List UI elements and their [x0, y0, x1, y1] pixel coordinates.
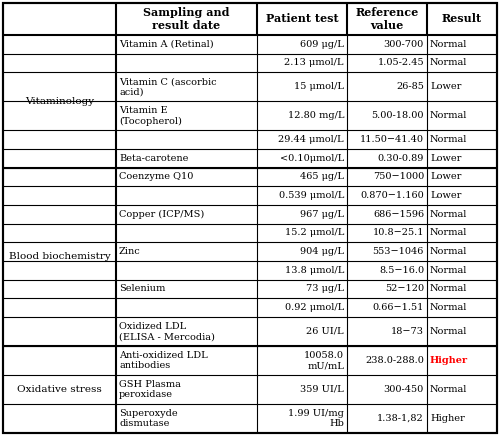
Text: 0.870−1.160: 0.870−1.160 — [360, 191, 424, 200]
Text: Normal: Normal — [430, 284, 468, 293]
Text: 904 μg/L: 904 μg/L — [300, 247, 344, 256]
Text: Normal: Normal — [430, 385, 468, 394]
Bar — [3, 3, 497, 35]
Text: 11.50−41.40: 11.50−41.40 — [360, 135, 424, 144]
Text: Lower: Lower — [430, 191, 462, 200]
Text: Higher: Higher — [430, 356, 468, 365]
Text: 967 μg/L: 967 μg/L — [300, 210, 344, 219]
Text: Normal: Normal — [430, 135, 468, 144]
Text: Vitaminology: Vitaminology — [25, 97, 94, 106]
Text: 553−1046: 553−1046 — [372, 247, 424, 256]
Text: 52−120: 52−120 — [385, 284, 424, 293]
Text: 0.539 μmol/L: 0.539 μmol/L — [278, 191, 344, 200]
Text: 238.0-288.0: 238.0-288.0 — [365, 356, 424, 365]
Text: Patient test: Patient test — [266, 14, 338, 24]
Text: 0.30-0.89: 0.30-0.89 — [378, 154, 424, 163]
Text: 1.38-1,82: 1.38-1,82 — [378, 414, 424, 423]
Text: Anti-oxidized LDL
antibodies: Anti-oxidized LDL antibodies — [119, 351, 208, 370]
Text: Higher: Higher — [430, 414, 465, 423]
Text: 5.00-18.00: 5.00-18.00 — [372, 111, 424, 120]
Text: <0.10μmol/L: <0.10μmol/L — [280, 154, 344, 163]
Text: 750−1000: 750−1000 — [373, 173, 424, 181]
Text: Copper (ICP/MS): Copper (ICP/MS) — [119, 210, 204, 219]
Text: 12.80 mg/L: 12.80 mg/L — [288, 111, 344, 120]
Text: Beta-carotene: Beta-carotene — [119, 154, 188, 163]
Text: Normal: Normal — [430, 210, 468, 219]
Text: 26 UI/L: 26 UI/L — [306, 327, 344, 336]
Text: Normal: Normal — [430, 228, 468, 238]
Text: 0.66−1.51: 0.66−1.51 — [372, 303, 424, 312]
Text: Zinc: Zinc — [119, 247, 141, 256]
Text: Coenzyme Q10: Coenzyme Q10 — [119, 173, 194, 181]
Text: Blood biochemistry: Blood biochemistry — [8, 252, 111, 261]
Text: Vitamin A (Retinal): Vitamin A (Retinal) — [119, 40, 214, 49]
Text: Normal: Normal — [430, 303, 468, 312]
Text: 18−73: 18−73 — [391, 327, 424, 336]
Text: 300-450: 300-450 — [384, 385, 424, 394]
Text: Oxidized LDL
(ELISA - Mercodia): Oxidized LDL (ELISA - Mercodia) — [119, 322, 215, 341]
Text: 29.44 μmol/L: 29.44 μmol/L — [278, 135, 344, 144]
Text: 300-700: 300-700 — [384, 40, 424, 49]
Text: Normal: Normal — [430, 327, 468, 336]
Text: 1.05-2.45: 1.05-2.45 — [378, 58, 424, 68]
Text: 15.2 μmol/L: 15.2 μmol/L — [284, 228, 344, 238]
Text: Result: Result — [442, 14, 482, 24]
Text: 609 μg/L: 609 μg/L — [300, 40, 344, 49]
Text: 15 μmol/L: 15 μmol/L — [294, 82, 344, 91]
Text: Selenium: Selenium — [119, 284, 166, 293]
Text: 8.5−16.0: 8.5−16.0 — [379, 266, 424, 275]
Text: Lower: Lower — [430, 82, 462, 91]
Text: 1.99 UI/mg
Hb: 1.99 UI/mg Hb — [288, 409, 344, 428]
Text: Sampling and
result date: Sampling and result date — [144, 7, 230, 31]
Text: 73 μg/L: 73 μg/L — [306, 284, 344, 293]
Text: 359 UI/L: 359 UI/L — [300, 385, 344, 394]
Text: Superoxyde
dismutase: Superoxyde dismutase — [119, 409, 178, 428]
Text: Normal: Normal — [430, 247, 468, 256]
Text: Normal: Normal — [430, 111, 468, 120]
Text: Lower: Lower — [430, 173, 462, 181]
Text: 0.92 μmol/L: 0.92 μmol/L — [285, 303, 344, 312]
Text: 26-85: 26-85 — [396, 82, 424, 91]
Text: Vitamin C (ascorbic
acid): Vitamin C (ascorbic acid) — [119, 77, 216, 96]
Text: 465 μg/L: 465 μg/L — [300, 173, 344, 181]
Text: 10058.0
mU/mL: 10058.0 mU/mL — [304, 351, 344, 370]
Text: 10.8−25.1: 10.8−25.1 — [372, 228, 424, 238]
Text: Lower: Lower — [430, 154, 462, 163]
Text: Reference
value: Reference value — [356, 7, 418, 31]
Text: Normal: Normal — [430, 266, 468, 275]
Text: Vitamin E
(Tocopherol): Vitamin E (Tocopherol) — [119, 106, 182, 126]
Text: GSH Plasma
peroxidase: GSH Plasma peroxidase — [119, 380, 181, 399]
Text: Normal: Normal — [430, 40, 468, 49]
Text: 686−1596: 686−1596 — [373, 210, 424, 219]
Text: Oxidative stress: Oxidative stress — [17, 385, 102, 394]
Text: Normal: Normal — [430, 58, 468, 68]
Text: 13.8 μmol/L: 13.8 μmol/L — [284, 266, 344, 275]
Text: 2.13 μmol/L: 2.13 μmol/L — [284, 58, 344, 68]
